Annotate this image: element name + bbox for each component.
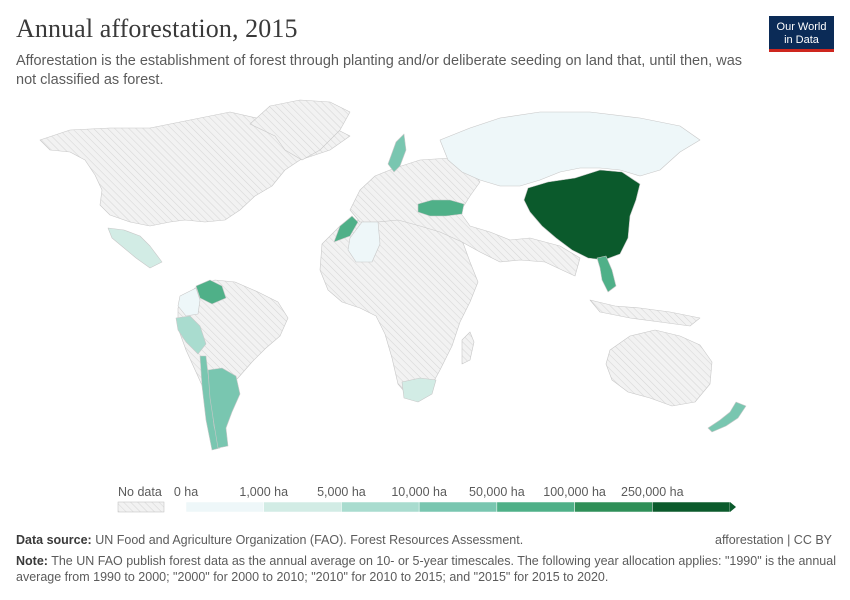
note-text: The UN FAO publish forest data as the an… [16, 554, 836, 584]
legend-swatch[interactable] [341, 501, 420, 513]
region-argentina[interactable] [207, 367, 241, 449]
legend-tick-label: 0 ha [174, 485, 198, 499]
region-sweden[interactable] [387, 133, 407, 173]
region-russia[interactable] [439, 111, 701, 187]
region-mexico[interactable] [107, 227, 163, 269]
legend-swatch[interactable] [652, 501, 731, 513]
region-chile[interactable] [199, 355, 221, 451]
region-new-zealand[interactable] [707, 401, 747, 433]
legend-tick-label: 5,000 ha [317, 485, 366, 499]
legend-tick-label: 100,000 ha [543, 485, 606, 499]
chart-title: Annual afforestation, 2015 [16, 14, 298, 43]
legend-tick-label: 10,000 ha [391, 485, 447, 499]
africa-landmass[interactable] [319, 213, 479, 399]
region-vietnam[interactable] [596, 255, 617, 293]
legend-no-data-label: No data [118, 485, 162, 499]
legend-tick-label: 50,000 ha [469, 485, 525, 499]
logo-line-2: in Data [784, 33, 819, 46]
region-algeria[interactable] [347, 221, 381, 263]
region-turkey[interactable] [417, 199, 465, 217]
chart-subtitle: Afforestation is the establishment of fo… [16, 53, 743, 88]
region-south-africa[interactable] [401, 377, 437, 403]
region-venezuela[interactable] [195, 279, 227, 305]
legend-swatch[interactable] [574, 501, 653, 513]
world-map [0, 92, 850, 467]
color-legend: No data 0 ha 1,000 ha 5,000 ha 10,000 ha 50,… [0, 478, 850, 518]
australia-landmass[interactable] [605, 329, 713, 407]
data-source: Data source: UN Food and Agriculture Org… [16, 533, 523, 547]
region-colombia[interactable] [177, 287, 201, 317]
north-america-landmass[interactable] [39, 111, 351, 227]
madagascar-landmass[interactable] [461, 331, 475, 365]
legend-tick-label: 250,000 ha [621, 485, 684, 499]
owid-logo[interactable]: Our World in Data [769, 16, 834, 52]
region-china[interactable] [523, 169, 641, 261]
legend-swatch[interactable] [263, 501, 342, 513]
greenland-landmass[interactable] [249, 99, 351, 161]
license-credit[interactable]: afforestation | CC BY [715, 533, 832, 547]
legend-no-data-swatch [117, 501, 165, 513]
indonesia-landmass[interactable] [589, 299, 701, 327]
legend-swatch[interactable] [496, 501, 575, 513]
legend-tick-label: 1,000 ha [239, 485, 288, 499]
logo-line-1: Our World [776, 21, 827, 33]
source-text[interactable]: UN Food and Agriculture Organization (FA… [95, 533, 524, 547]
legend-swatch[interactable] [185, 501, 264, 513]
source-label: Data source: [16, 533, 92, 547]
legend-swatch[interactable] [418, 501, 498, 513]
europe-asia-landmass[interactable] [349, 157, 581, 277]
legend-arrow-icon [730, 502, 736, 512]
chart-note: Note: The UN FAO publish forest data as … [16, 553, 836, 585]
note-label: Note: [16, 554, 48, 568]
region-peru[interactable] [175, 315, 207, 355]
region-morocco[interactable] [333, 215, 359, 243]
